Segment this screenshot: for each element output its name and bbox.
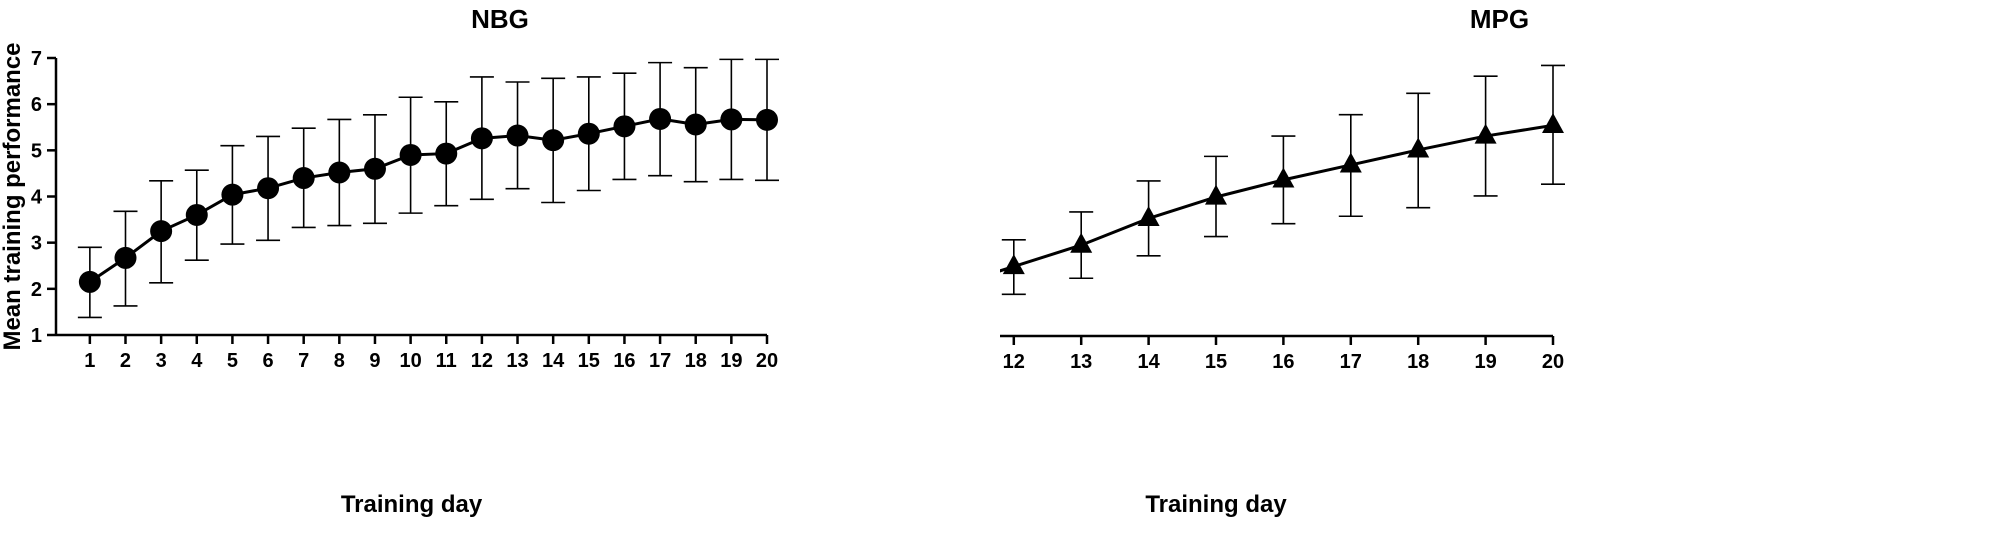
x-tick-label: 4 — [191, 350, 203, 372]
data-point — [1205, 184, 1227, 205]
data-point — [363, 157, 386, 180]
y-tick-label: 5 — [31, 140, 42, 162]
x-tick-label: 18 — [1407, 351, 1429, 373]
x-tick-label: 6 — [262, 350, 273, 372]
data-point — [1407, 137, 1430, 158]
data-point — [613, 115, 636, 138]
x-tick-label: 20 — [1542, 351, 1564, 373]
x-tick-label: 19 — [1474, 351, 1496, 373]
data-point — [1070, 232, 1093, 253]
data-point — [756, 108, 778, 131]
x-tick-label: 8 — [334, 350, 345, 372]
series-line — [89, 117, 768, 284]
data-point — [399, 143, 422, 166]
data-point — [1339, 152, 1362, 173]
chart-title: NBG — [471, 4, 529, 34]
x-tick-label: 16 — [1272, 351, 1294, 373]
x-tick-label: 3 — [156, 350, 167, 372]
data-point — [470, 127, 493, 150]
x-tick-label: 13 — [1070, 351, 1092, 373]
x-tick-label: 9 — [369, 350, 380, 372]
x-tick-label: 14 — [1137, 351, 1160, 373]
data-point — [1474, 123, 1497, 144]
data-point — [150, 220, 173, 243]
chart-title: MPG — [1469, 4, 1530, 34]
y-tick-label: 2 — [31, 279, 42, 301]
mpg-chart-panel: MPG 246810121411121314151617181920Traini… — [1000, 0, 1999, 536]
data-point — [221, 183, 244, 206]
data-point — [257, 177, 280, 200]
data-point — [542, 129, 565, 152]
x-tick-label: 16 — [613, 350, 635, 372]
data-point — [684, 113, 707, 136]
y-tick-label: 3 — [31, 233, 42, 255]
x-tick-label: 18 — [685, 350, 707, 372]
x-axis-label: Training day — [341, 491, 483, 518]
nbg-chart-panel: NBG 1 2 3 4 5 6 7 1 2 3 4 5 6 7 8 9 10 11 12 13 14 15 16 17 18 19… — [0, 4, 779, 518]
x-tick-label: 15 — [1205, 351, 1227, 373]
x-tick-label: 14 — [542, 350, 565, 372]
x-tick-label: 11 — [436, 350, 457, 372]
data-point — [1542, 112, 1564, 133]
x-tick-label: 12 — [1003, 351, 1025, 373]
data-point — [114, 246, 137, 269]
data-point — [435, 142, 458, 165]
data-point — [1272, 167, 1295, 188]
data-point — [328, 161, 351, 184]
x-tick-label: 17 — [1340, 351, 1362, 373]
x-tick-label: 19 — [720, 350, 742, 372]
x-tick-label: 20 — [756, 350, 778, 372]
x-tick-label: 13 — [506, 350, 528, 372]
data-point — [649, 107, 672, 130]
x-tick-label: 1 — [84, 350, 95, 372]
y-tick-label: 1 — [31, 325, 42, 347]
data-point — [1137, 205, 1160, 226]
data-point — [577, 122, 600, 145]
x-tick-label: 12 — [471, 350, 493, 372]
x-axis-label: Training day — [1145, 491, 1287, 518]
data-point — [185, 203, 208, 226]
x-tick-label: 2 — [120, 350, 131, 372]
y-tick-label: 7 — [31, 48, 42, 70]
data-point — [506, 124, 529, 147]
x-tick-label: 10 — [399, 350, 421, 372]
x-tick-label: 15 — [578, 350, 600, 372]
y-axis-label: Mean training performance — [0, 42, 26, 350]
x-tick-label: 5 — [227, 350, 238, 372]
data-point — [720, 108, 743, 131]
mpg-chart: 246810121411121314151617181920Training d… — [1000, 64, 1565, 518]
series-line — [1000, 123, 1554, 273]
data-point — [292, 167, 315, 190]
x-tick-label: 7 — [298, 350, 309, 372]
y-tick-label: 6 — [31, 94, 42, 116]
y-tick-label: 4 — [31, 187, 43, 209]
data-point — [1002, 254, 1025, 275]
data-point — [78, 270, 101, 293]
x-tick-label: 17 — [649, 350, 671, 372]
